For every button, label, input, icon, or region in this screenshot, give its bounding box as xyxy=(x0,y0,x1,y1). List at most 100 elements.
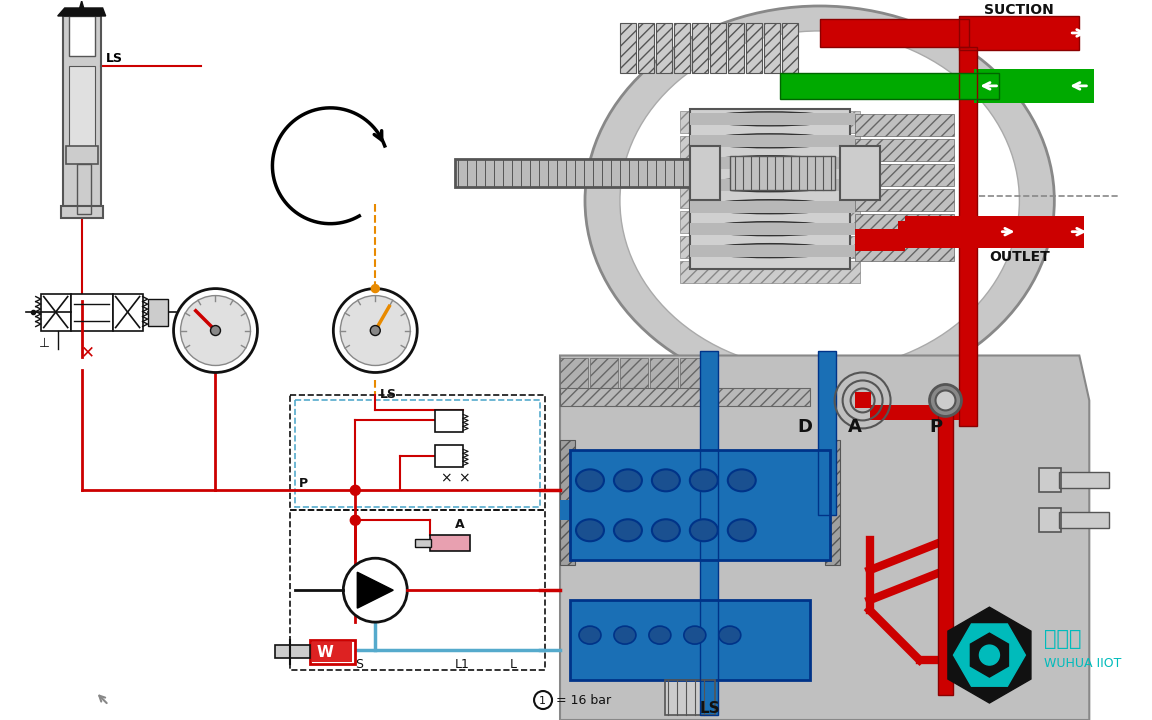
Ellipse shape xyxy=(705,222,835,235)
Text: ⊥: ⊥ xyxy=(39,336,50,349)
Ellipse shape xyxy=(576,469,604,491)
Bar xyxy=(690,109,850,269)
Bar xyxy=(665,680,714,715)
Bar xyxy=(690,135,855,147)
Bar xyxy=(938,405,954,695)
Bar xyxy=(728,23,744,73)
Circle shape xyxy=(350,516,361,526)
Bar xyxy=(820,19,970,47)
Text: P: P xyxy=(298,477,308,490)
Bar xyxy=(780,73,1000,99)
Circle shape xyxy=(181,296,250,366)
Bar xyxy=(1060,513,1109,528)
Bar xyxy=(690,113,855,125)
Circle shape xyxy=(371,284,379,292)
Polygon shape xyxy=(948,607,1031,703)
Ellipse shape xyxy=(579,626,601,644)
Ellipse shape xyxy=(614,626,636,644)
Text: 液压贼: 液压贼 xyxy=(1045,629,1082,649)
Bar xyxy=(295,400,540,508)
Bar xyxy=(710,23,726,73)
Bar xyxy=(960,47,977,426)
Bar xyxy=(435,446,463,467)
Text: D: D xyxy=(797,418,812,436)
Ellipse shape xyxy=(705,156,835,170)
Circle shape xyxy=(343,558,408,622)
Bar xyxy=(570,600,810,680)
Bar xyxy=(1060,472,1109,488)
Bar xyxy=(560,359,588,389)
Bar xyxy=(655,23,672,73)
Text: A: A xyxy=(848,418,862,436)
Circle shape xyxy=(370,325,380,336)
Ellipse shape xyxy=(690,469,718,491)
Text: = 16 bar: = 16 bar xyxy=(556,694,612,707)
Bar xyxy=(680,235,859,258)
Polygon shape xyxy=(970,633,1008,677)
Ellipse shape xyxy=(705,243,835,258)
Bar xyxy=(960,16,1079,50)
Ellipse shape xyxy=(690,519,718,541)
Bar xyxy=(665,680,714,715)
Bar xyxy=(455,159,695,186)
Bar xyxy=(435,410,463,433)
Bar xyxy=(650,359,677,389)
Ellipse shape xyxy=(585,6,1054,395)
Ellipse shape xyxy=(705,112,835,126)
Polygon shape xyxy=(357,572,393,608)
Ellipse shape xyxy=(705,199,835,214)
Bar xyxy=(818,351,835,516)
Bar xyxy=(570,451,829,560)
Bar xyxy=(680,111,859,132)
Bar xyxy=(430,535,470,552)
Bar xyxy=(66,145,98,163)
Ellipse shape xyxy=(576,519,604,541)
Text: LS: LS xyxy=(106,52,122,65)
Bar xyxy=(855,214,955,235)
Bar xyxy=(61,206,103,217)
Bar xyxy=(66,145,98,163)
Text: ✕: ✕ xyxy=(81,343,94,361)
Bar xyxy=(855,229,904,251)
Bar xyxy=(690,145,720,199)
Circle shape xyxy=(979,645,1000,665)
Bar xyxy=(825,441,840,565)
Bar xyxy=(69,66,94,161)
Text: OUTLET: OUTLET xyxy=(990,250,1051,264)
Text: L: L xyxy=(510,658,517,671)
Ellipse shape xyxy=(728,519,756,541)
Bar xyxy=(729,156,835,190)
Bar xyxy=(960,16,1079,50)
Bar xyxy=(975,216,1084,248)
Bar xyxy=(40,294,70,330)
Circle shape xyxy=(333,289,417,372)
Text: SUCTION: SUCTION xyxy=(985,3,1054,17)
Bar xyxy=(77,163,91,214)
Text: LS: LS xyxy=(380,389,397,402)
Text: 1: 1 xyxy=(539,696,546,706)
Bar xyxy=(764,23,780,73)
Bar xyxy=(690,157,855,168)
Bar xyxy=(147,299,167,325)
Bar xyxy=(570,600,810,680)
Bar xyxy=(840,145,880,199)
Bar xyxy=(855,189,955,211)
Bar xyxy=(690,222,855,235)
Bar xyxy=(680,161,859,183)
Bar xyxy=(818,351,835,516)
Ellipse shape xyxy=(649,626,670,644)
Bar xyxy=(1039,468,1061,492)
Bar xyxy=(690,245,855,256)
Bar xyxy=(62,16,100,211)
Bar xyxy=(690,145,720,199)
Bar xyxy=(680,211,859,233)
Text: P: P xyxy=(930,418,942,436)
Circle shape xyxy=(930,384,962,416)
Ellipse shape xyxy=(719,626,741,644)
Bar xyxy=(975,69,1094,103)
Bar xyxy=(560,389,810,406)
Circle shape xyxy=(535,691,552,709)
Bar xyxy=(69,16,94,56)
Text: ×: × xyxy=(458,472,470,485)
Bar xyxy=(113,294,143,330)
